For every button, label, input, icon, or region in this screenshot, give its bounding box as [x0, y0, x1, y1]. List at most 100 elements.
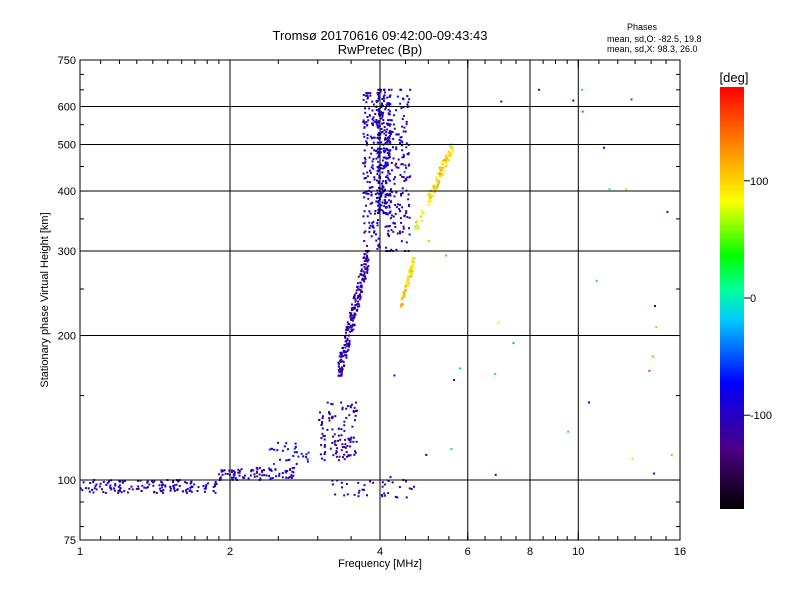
- data-point: [385, 213, 388, 216]
- data-point: [390, 169, 393, 172]
- data-point: [380, 187, 383, 190]
- data-point: [416, 224, 419, 227]
- data-point: [160, 480, 163, 483]
- data-point: [389, 217, 392, 220]
- data-point: [434, 186, 437, 189]
- data-point: [408, 227, 410, 230]
- data-point: [341, 486, 343, 489]
- data-point: [388, 88, 390, 91]
- data-point: [365, 259, 368, 262]
- data-point: [384, 149, 387, 152]
- data-point: [353, 297, 356, 300]
- data-point: [346, 338, 349, 341]
- data-point: [362, 120, 365, 123]
- data-point: [332, 435, 334, 438]
- data-point: [101, 488, 103, 491]
- data-point: [366, 94, 369, 97]
- data-point: [376, 170, 379, 173]
- data-point: [400, 136, 403, 138]
- data-point: [197, 486, 200, 489]
- data-point: [349, 330, 351, 333]
- data-point: [405, 241, 408, 244]
- data-point: [363, 222, 366, 225]
- data-point: [405, 142, 408, 145]
- data-point: [119, 487, 122, 490]
- data-point: [366, 97, 369, 100]
- data-point: [420, 209, 423, 212]
- x-tick-label: 4: [377, 546, 383, 558]
- data-point: [383, 129, 386, 132]
- data-point: [380, 204, 383, 207]
- data-point: [354, 419, 356, 422]
- data-point: [371, 146, 373, 149]
- data-point: [185, 489, 188, 492]
- data-point: [390, 229, 393, 232]
- data-point: [369, 92, 372, 95]
- data-point: [377, 97, 380, 100]
- x-axis: 1 2 4 6 8 10 16: [77, 60, 686, 558]
- data-point: [407, 198, 410, 201]
- data-point: [385, 165, 388, 168]
- data-point: [146, 481, 149, 484]
- data-point: [389, 194, 392, 197]
- data-point: [381, 102, 383, 105]
- data-point: [350, 328, 353, 331]
- data-point: [451, 147, 454, 150]
- data-point: [173, 490, 176, 492]
- data-point: [450, 152, 453, 155]
- data-point: [363, 162, 366, 165]
- data-point: [353, 316, 356, 318]
- data-point: [390, 214, 393, 217]
- data-point: [395, 166, 398, 169]
- data-point: [341, 408, 344, 411]
- data-point: [205, 483, 208, 486]
- data-point: [445, 153, 448, 156]
- data-point: [360, 268, 363, 271]
- data-point: [377, 196, 380, 199]
- data-point: [347, 454, 350, 457]
- data-point: [366, 137, 369, 140]
- data-point: [366, 270, 369, 273]
- data-point: [374, 120, 377, 123]
- data-point: [630, 98, 633, 101]
- data-point: [409, 88, 412, 91]
- data-point: [155, 491, 158, 494]
- data-point: [371, 226, 374, 229]
- data-point: [363, 265, 366, 268]
- data-point: [356, 303, 359, 305]
- data-point: [343, 494, 346, 497]
- data-point: [339, 370, 342, 372]
- data-point: [368, 221, 371, 224]
- data-point: [371, 224, 374, 227]
- data-point: [337, 439, 340, 442]
- data-point: [389, 192, 392, 195]
- data-point: [364, 177, 367, 179]
- data-point: [376, 152, 379, 155]
- data-point: [386, 232, 389, 235]
- data-point: [372, 122, 374, 125]
- data-point: [340, 374, 342, 377]
- data-point: [351, 325, 354, 328]
- data-point: [385, 104, 388, 107]
- data-point: [401, 295, 404, 298]
- data-point: [340, 372, 343, 375]
- colorbar-label: [deg]: [720, 70, 749, 85]
- data-point: [432, 187, 435, 190]
- data-point: [332, 454, 335, 457]
- data-point: [258, 466, 261, 469]
- data-point: [394, 225, 397, 228]
- data-point: [164, 485, 167, 488]
- data-point: [184, 481, 187, 484]
- data-point: [281, 472, 284, 474]
- data-point: [399, 102, 402, 105]
- data-point: [378, 193, 381, 195]
- data-point: [378, 176, 381, 179]
- data-point: [306, 458, 309, 461]
- data-point: [385, 212, 388, 214]
- data-point: [390, 133, 392, 136]
- data-point: [437, 181, 440, 184]
- data-point: [355, 401, 357, 404]
- data-point: [390, 248, 393, 251]
- data-point: [376, 123, 379, 126]
- data-point: [352, 297, 355, 300]
